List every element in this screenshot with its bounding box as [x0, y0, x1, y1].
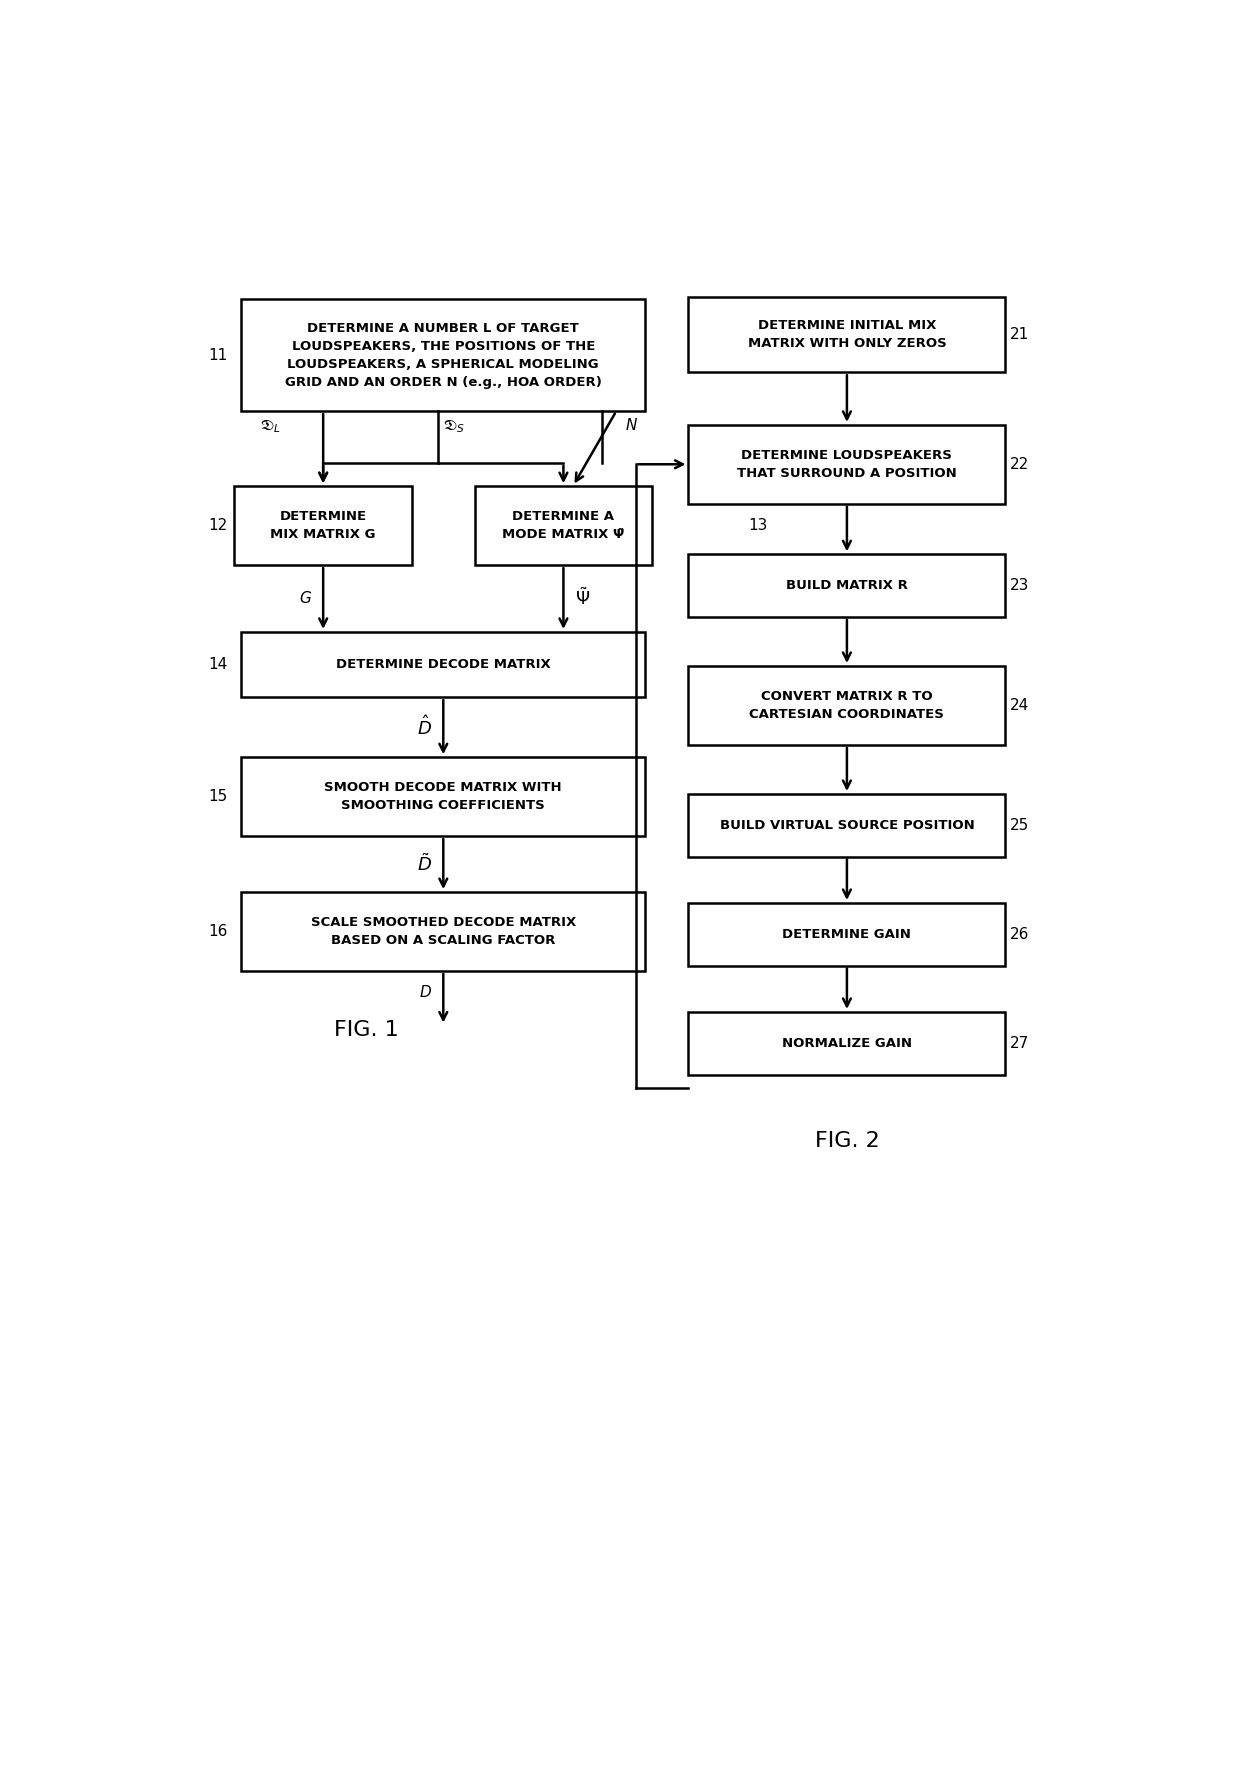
Text: 13: 13 [748, 518, 768, 532]
Text: 25: 25 [1011, 817, 1029, 833]
Text: 21: 21 [1011, 327, 1029, 343]
Text: $\hat{D}$: $\hat{D}$ [417, 715, 432, 739]
Text: SMOOTH DECODE MATRIX WITH
SMOOTHING COEFFICIENTS: SMOOTH DECODE MATRIX WITH SMOOTHING COEF… [325, 782, 562, 812]
Text: 12: 12 [208, 518, 227, 532]
Text: FIG. 1: FIG. 1 [334, 1019, 399, 1040]
FancyBboxPatch shape [242, 632, 645, 697]
Text: 27: 27 [1011, 1035, 1029, 1051]
FancyBboxPatch shape [688, 425, 1006, 504]
Text: DETERMINE DECODE MATRIX: DETERMINE DECODE MATRIX [336, 658, 551, 670]
Text: 15: 15 [208, 789, 227, 805]
FancyBboxPatch shape [242, 757, 645, 837]
Text: $\mathfrak{D}_L$: $\mathfrak{D}_L$ [260, 417, 280, 435]
FancyBboxPatch shape [688, 554, 1006, 617]
Text: G: G [300, 591, 311, 607]
Text: $\mathfrak{D}_S$: $\mathfrak{D}_S$ [444, 417, 465, 435]
FancyBboxPatch shape [234, 486, 412, 564]
Text: FIG. 2: FIG. 2 [815, 1130, 879, 1152]
FancyBboxPatch shape [688, 794, 1006, 856]
Text: 11: 11 [208, 348, 227, 363]
Text: 16: 16 [208, 923, 227, 939]
Text: 23: 23 [1011, 578, 1029, 593]
Text: DETERMINE INITIAL MIX
MATRIX WITH ONLY ZEROS: DETERMINE INITIAL MIX MATRIX WITH ONLY Z… [748, 320, 946, 350]
Text: DETERMINE GAIN: DETERMINE GAIN [782, 927, 911, 941]
FancyBboxPatch shape [688, 902, 1006, 966]
Text: DETERMINE LOUDSPEAKERS
THAT SURROUND A POSITION: DETERMINE LOUDSPEAKERS THAT SURROUND A P… [737, 449, 957, 479]
Text: DETERMINE
MIX MATRIX G: DETERMINE MIX MATRIX G [270, 509, 376, 541]
Text: NORMALIZE GAIN: NORMALIZE GAIN [782, 1037, 911, 1049]
FancyBboxPatch shape [475, 486, 652, 564]
Text: N: N [626, 417, 637, 433]
Text: 26: 26 [1011, 927, 1029, 941]
FancyBboxPatch shape [688, 1012, 1006, 1074]
Text: 14: 14 [208, 656, 227, 672]
Text: BUILD VIRTUAL SOURCE POSITION: BUILD VIRTUAL SOURCE POSITION [719, 819, 975, 831]
FancyBboxPatch shape [242, 892, 645, 971]
Text: DETERMINE A NUMBER L OF TARGET
LOUDSPEAKERS, THE POSITIONS OF THE
LOUDSPEAKERS, : DETERMINE A NUMBER L OF TARGET LOUDSPEAK… [285, 322, 601, 389]
Text: CONVERT MATRIX R TO
CARTESIAN COORDINATES: CONVERT MATRIX R TO CARTESIAN COORDINATE… [749, 690, 945, 722]
FancyBboxPatch shape [688, 297, 1006, 371]
Text: $\tilde{\Psi}$: $\tilde{\Psi}$ [575, 587, 590, 609]
Text: 22: 22 [1011, 456, 1029, 472]
Text: SCALE SMOOTHED DECODE MATRIX
BASED ON A SCALING FACTOR: SCALE SMOOTHED DECODE MATRIX BASED ON A … [311, 916, 575, 946]
Text: $\tilde{D}$: $\tilde{D}$ [417, 853, 432, 876]
FancyBboxPatch shape [688, 665, 1006, 745]
Text: DETERMINE A
MODE MATRIX Ψ̃: DETERMINE A MODE MATRIX Ψ̃ [502, 509, 625, 541]
Text: 24: 24 [1011, 699, 1029, 713]
Text: D: D [420, 985, 432, 999]
Text: BUILD MATRIX R: BUILD MATRIX R [786, 578, 908, 593]
FancyBboxPatch shape [242, 299, 645, 410]
